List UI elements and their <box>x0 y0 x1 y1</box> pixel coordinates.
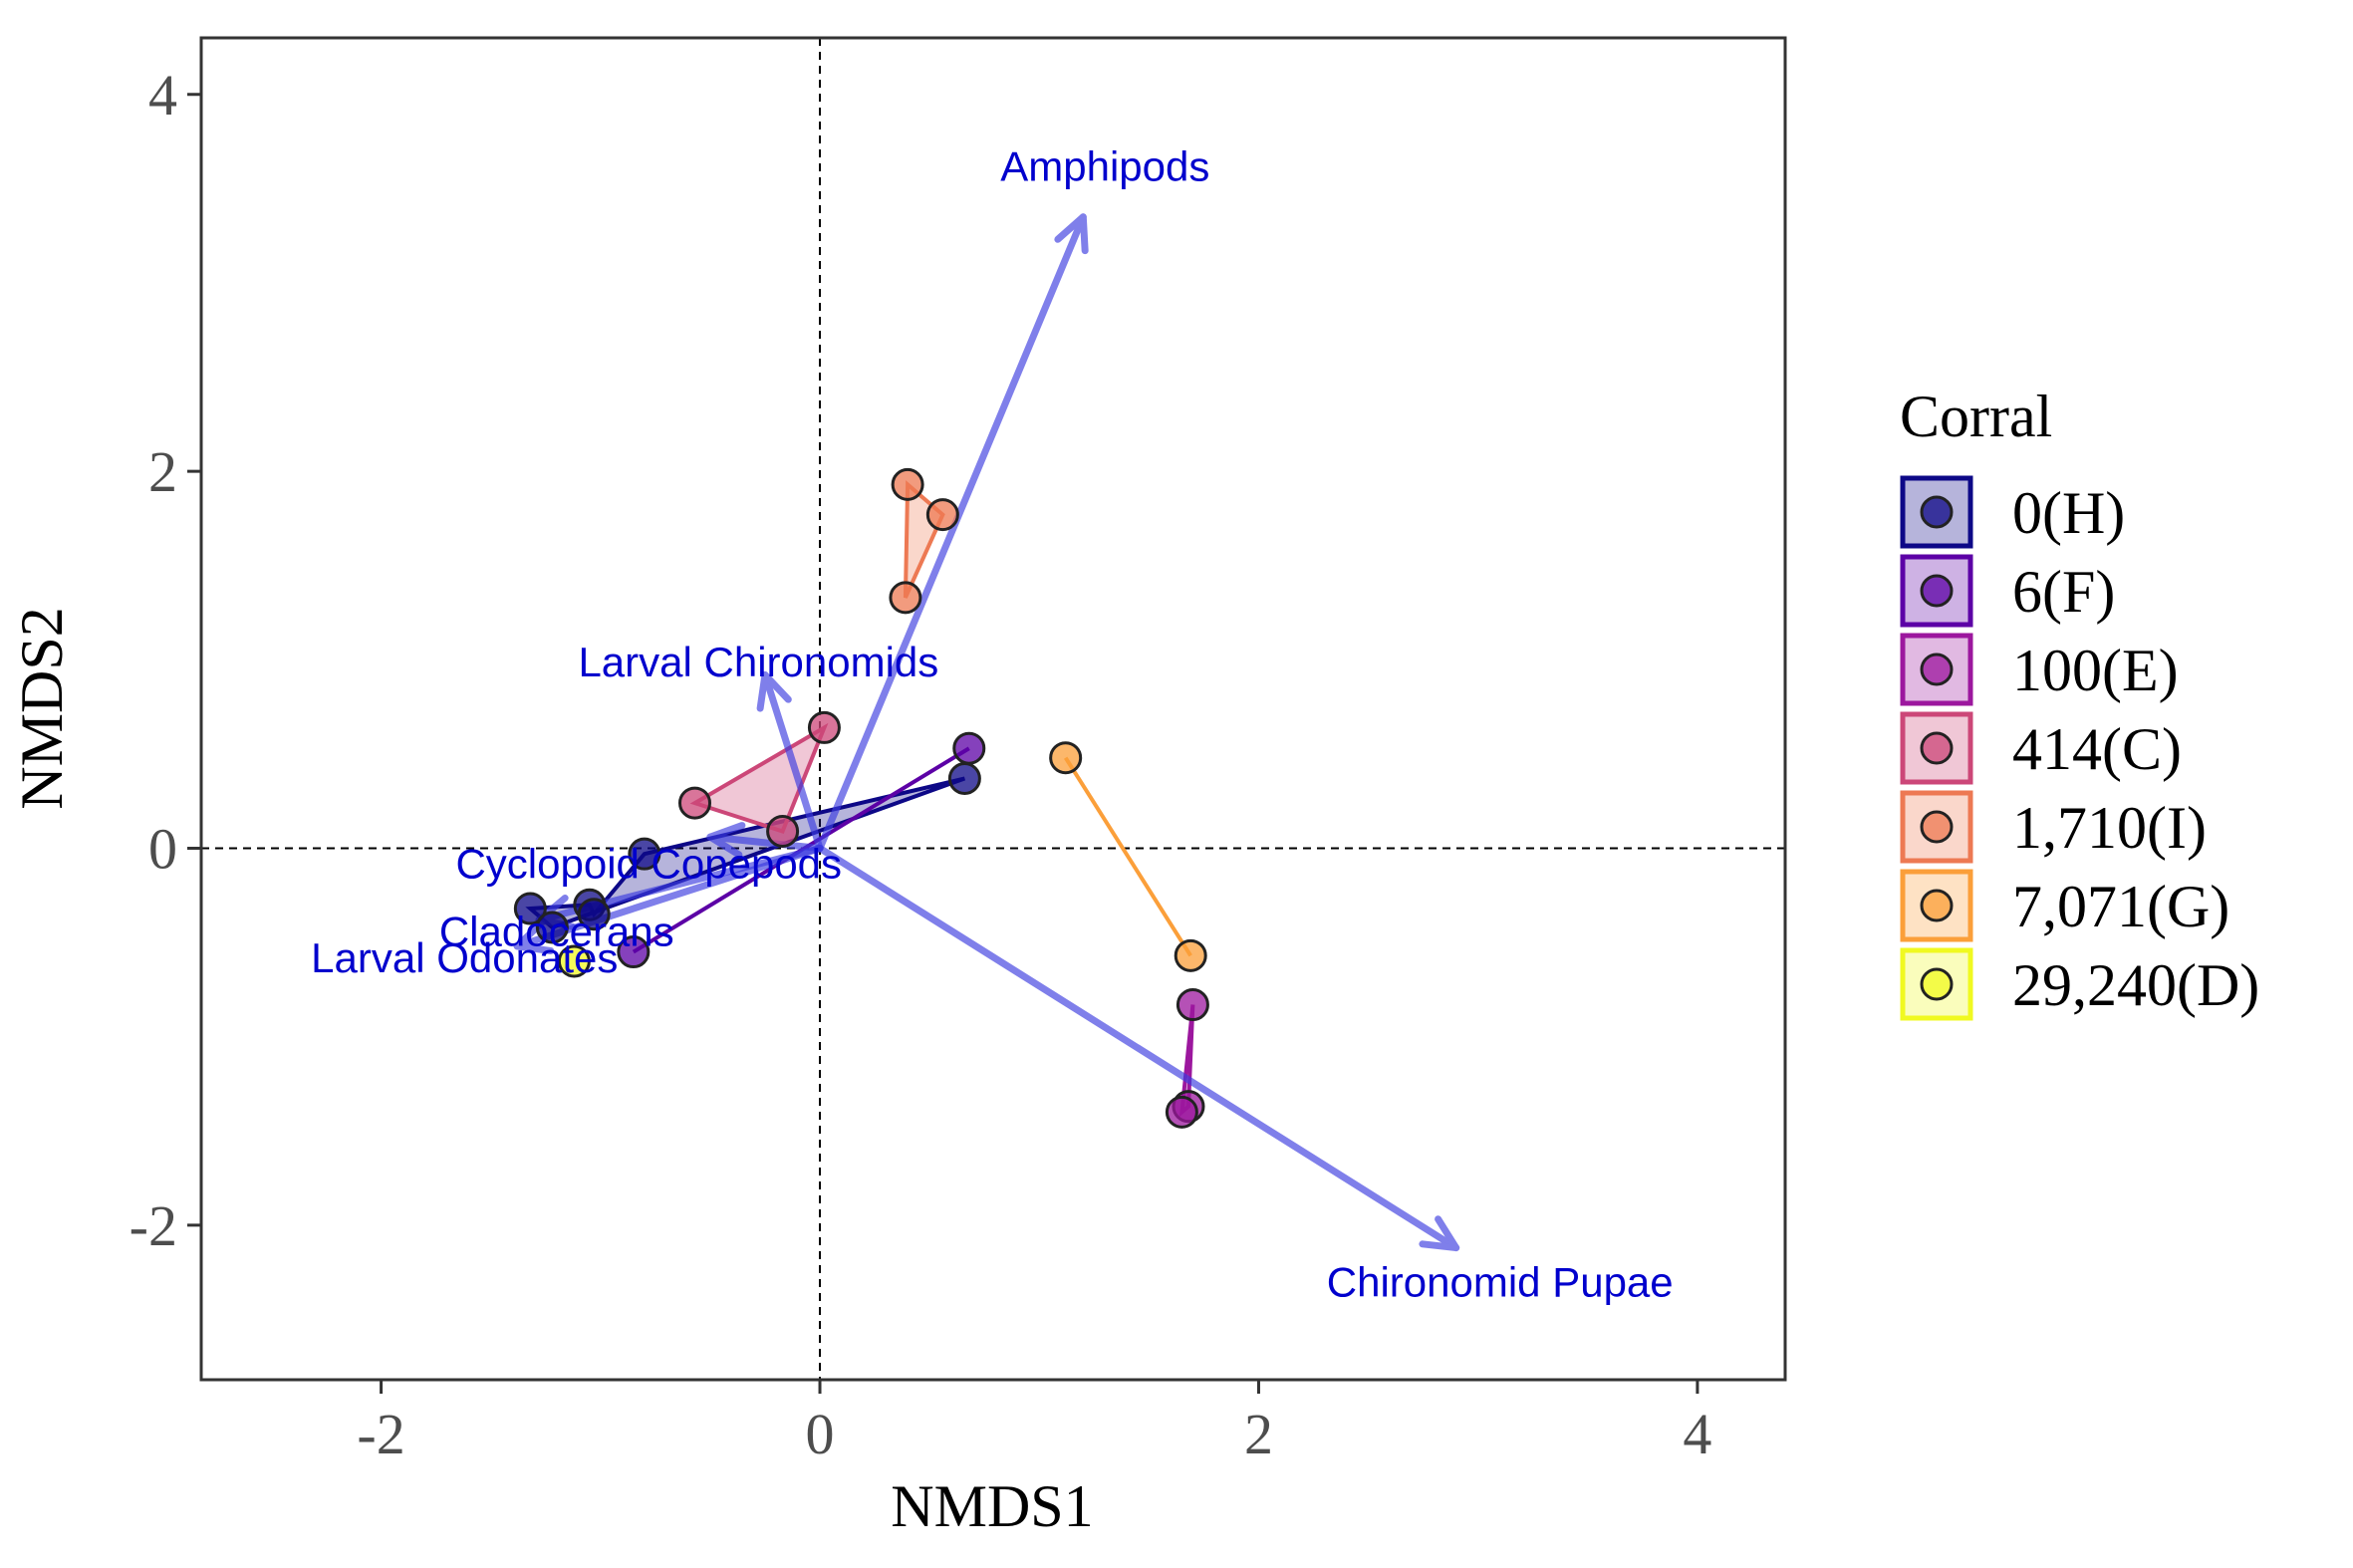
legend-label: 29,240(D) <box>2012 952 2259 1018</box>
point-100-e-1 <box>1176 988 1209 1022</box>
hull-layer <box>201 38 1785 1380</box>
legend-entry-6-f: 6(F) <box>1900 554 2115 628</box>
vector-chironomid-pupae <box>816 844 1460 1252</box>
legend-entry-0-h: 0(H) <box>1900 475 2125 549</box>
legend-marker <box>1920 653 1954 686</box>
point-414-c-3 <box>766 814 800 848</box>
vector-amphipods <box>816 213 1089 852</box>
vector-layer <box>513 213 1460 1252</box>
legend-label: 0(H) <box>2012 480 2125 546</box>
y-tick-label: 4 <box>148 63 177 128</box>
legend: Corral 0(H) 6(F) 100(E) 414(C) 1,710(I) 7,071… <box>1900 384 2259 1021</box>
vector-larval-chironomids <box>756 670 824 852</box>
point-6-f-2 <box>952 731 986 765</box>
legend-marker <box>1920 967 1954 1001</box>
hull-7-071-g <box>1063 756 1192 957</box>
y-tick-label: 2 <box>148 439 177 504</box>
legend-entry-29-240-d: 29,240(D) <box>1900 947 2259 1021</box>
point-0-h-6 <box>535 911 569 944</box>
legend-label: 1,710(I) <box>2012 795 2207 861</box>
x-axis-title: NMDS1 <box>891 1473 1093 1539</box>
vector-cyclopoid-copepods <box>706 822 824 859</box>
point-6-f-1 <box>617 935 651 969</box>
point-0-h-3 <box>577 898 611 931</box>
vector-label-larval-odonates: Larval Odonates <box>311 934 618 981</box>
legend-entry-7-071-g: 7,071(G) <box>1900 869 2229 942</box>
y-tick-label: -2 <box>130 1193 177 1258</box>
point-7-071-g-2 <box>1174 938 1207 972</box>
vector-label-cyclopoid-copepods: Cyclopoid Copepods <box>455 841 842 888</box>
legend-title: Corral <box>1900 384 2052 449</box>
legend-marker <box>1920 889 1954 922</box>
point-1-710-i-2 <box>925 498 959 532</box>
legend-label: 7,071(G) <box>2012 874 2229 939</box>
vector-label-cladocerans: Cladocerans <box>439 909 674 955</box>
point-414-c-1 <box>677 786 711 820</box>
vector-label-larval-chironomids: Larval Chironomids <box>578 639 938 685</box>
y-axis-title: NMDS2 <box>9 607 75 809</box>
vector-label-layer: Amphipods Larval Chironomids Cyclopoid Cop… <box>311 143 1673 1306</box>
x-tick-label: 4 <box>1683 1402 1711 1466</box>
point-7-071-g-1 <box>1049 741 1083 775</box>
x-tick-label: -2 <box>357 1402 404 1466</box>
x-tick-label: 2 <box>1244 1402 1273 1466</box>
legend-entry-414-c: 414(C) <box>1900 711 2182 785</box>
legend-key <box>1900 633 1973 706</box>
point-layer <box>513 467 1209 1129</box>
y-tick-label: 0 <box>148 816 177 881</box>
legend-marker <box>1920 810 1954 844</box>
point-414-c-2 <box>807 710 841 744</box>
point-100-e-3 <box>1165 1095 1198 1129</box>
vector-label-chironomid-pupae: Chironomid Pupae <box>1327 1259 1674 1306</box>
legend-marker <box>1920 495 1954 529</box>
point-0-h-5 <box>947 761 981 795</box>
legend-label: 414(C) <box>2012 716 2182 782</box>
point-29-240-d-1 <box>557 944 591 978</box>
axes-layer: -2 0 2 4 -2 0 2 4 <box>130 36 1787 1466</box>
legend-marker <box>1920 731 1954 765</box>
point-0-h-4 <box>628 837 661 871</box>
plot-panel-border <box>199 36 1787 1382</box>
point-1-710-i-3 <box>889 581 922 615</box>
point-0-h-1 <box>513 892 547 925</box>
point-1-710-i-1 <box>891 467 924 501</box>
x-tick-label: 0 <box>806 1402 835 1466</box>
legend-label: 100(E) <box>2012 638 2179 703</box>
legend-marker <box>1920 574 1954 608</box>
vector-label-amphipods: Amphipods <box>1000 143 1209 190</box>
legend-key <box>1900 711 1973 785</box>
legend-label: 6(F) <box>2012 559 2115 625</box>
legend-entry-1-710-i: 1,710(I) <box>1900 790 2207 864</box>
legend-entry-100-e: 100(E) <box>1900 633 2179 706</box>
